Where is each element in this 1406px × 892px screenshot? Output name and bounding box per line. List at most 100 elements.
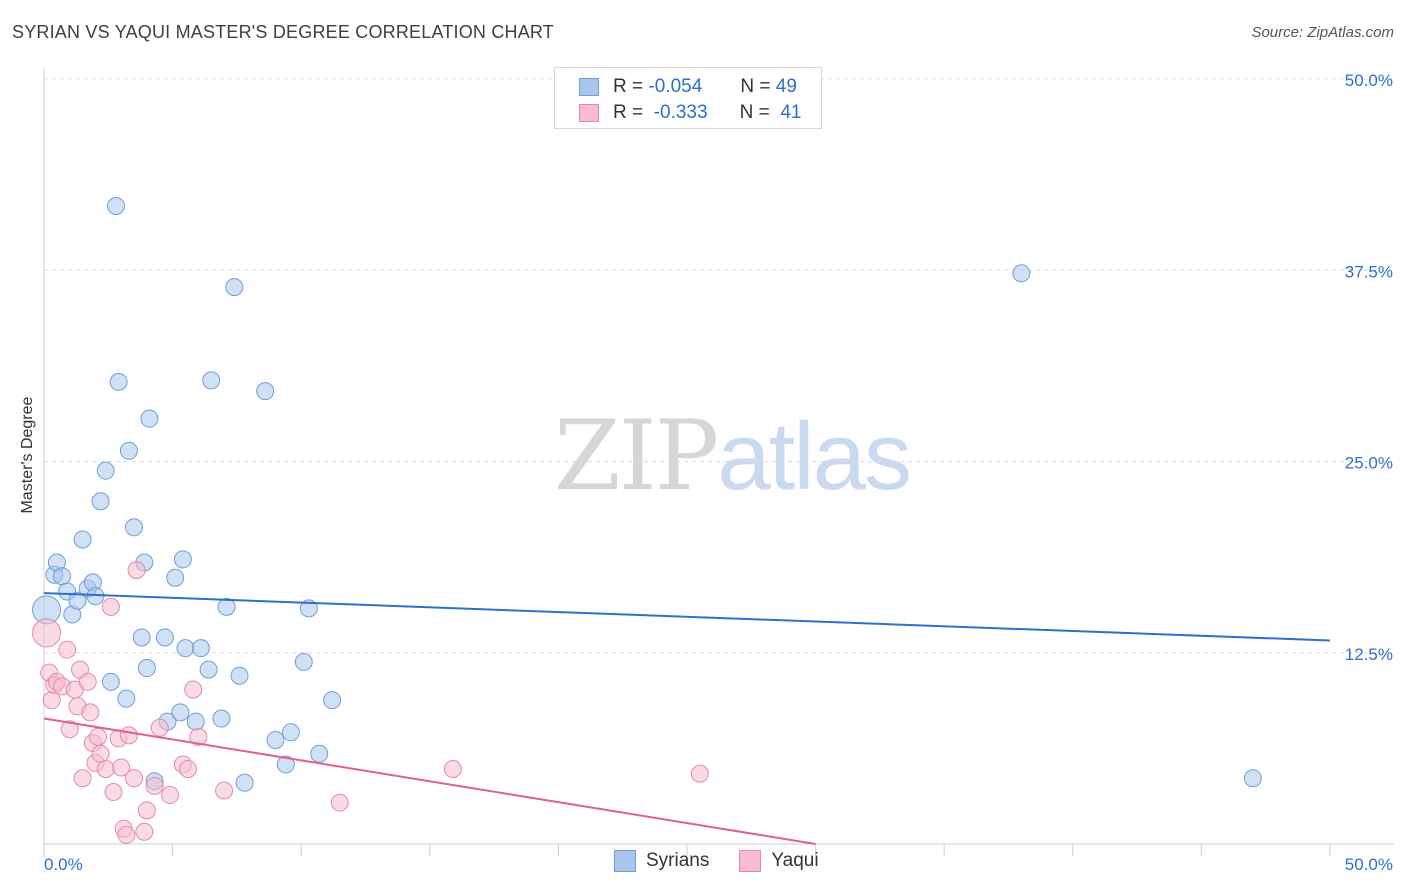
point-syrians [96,461,115,480]
series-legend: Syrians Yaqui [614,850,849,872]
y-tick-label: 37.5% [1345,262,1393,281]
y-axis-label: Master's Degree [19,396,36,514]
point-yaqui [150,718,169,737]
legend-label-syrians: Syrians [646,850,710,871]
point-yaqui [135,822,154,841]
point-syrians [155,628,174,647]
legend-row-yaqui: R = -0.333 N = 41 [579,100,801,126]
legend-label-yaqui: Yaqui [771,850,819,871]
point-syrians [137,659,156,678]
point-yaqui [32,618,62,648]
legend-r-value-syrians: -0.054 [648,76,703,97]
chart-title: SYRIAN VS YAQUI MASTER'S DEGREE CORRELAT… [12,22,555,42]
trend-line-syrians [43,592,1331,642]
point-syrians [225,278,244,297]
watermark-zip: ZIP [554,400,719,512]
point-syrians [107,196,126,215]
watermark: ZIPatlas [554,400,912,512]
legend-r-label: R = [613,102,644,123]
point-syrians [109,372,128,391]
point-syrians [235,773,254,792]
point-syrians [119,441,138,460]
point-yaqui [443,760,462,779]
point-yaqui [184,680,203,699]
trend-lines [43,592,1331,845]
point-syrians [276,755,295,774]
point-syrians [125,518,144,537]
y-tick-label: 12.5% [1345,645,1393,664]
data-points [32,196,1262,844]
grid-lines [44,78,1394,654]
point-yaqui [73,769,92,788]
point-syrians [299,599,318,618]
legend-n-label: N = [739,102,770,123]
axes [43,68,1394,856]
legend-item-syrians[interactable]: Syrians [614,850,709,872]
watermark-atlas: atlas [717,403,912,510]
point-yaqui [112,758,131,777]
point-syrians [310,744,329,763]
point-yaqui [117,825,136,844]
point-syrians [68,591,87,610]
point-yaqui [60,720,79,739]
legend-swatch-yaqui [739,850,762,872]
point-syrians [53,567,72,586]
y-tick-label: 25.0% [1345,454,1393,473]
legend-swatch-syrians [614,850,636,872]
point-syrians [140,409,159,428]
legend-item-yaqui[interactable]: Yaqui [739,850,819,872]
point-yaqui [96,760,115,779]
legend-row-syrians: R = -0.054 N = 49 [579,74,797,100]
point-syrians [186,712,205,731]
point-yaqui [78,672,97,691]
legend-swatch-syrians [579,78,599,96]
point-syrians [1243,769,1262,788]
point-syrians [256,382,275,401]
point-yaqui [101,597,120,616]
point-syrians [173,550,192,569]
point-yaqui [145,776,164,795]
point-yaqui [81,703,100,722]
point-syrians [73,530,92,549]
tick-labels: 12.5% 25.0% 37.5% 50.0% 0.0% 50.0% [44,71,1393,874]
legend-n-label: N = [740,76,771,97]
point-yaqui [330,793,349,812]
point-yaqui [215,781,234,800]
point-yaqui [690,764,709,783]
point-yaqui [119,726,138,745]
point-syrians [212,709,231,728]
x-tick-label: 50.0% [1345,855,1393,874]
point-syrians [176,639,195,658]
correlation-legend: R = -0.054 N = 49 R = -0.333 N = 41 [554,67,822,129]
point-syrians [191,639,210,658]
point-yaqui [127,561,146,580]
point-yaqui [58,640,77,659]
point-syrians [199,660,218,679]
point-syrians [132,628,151,647]
legend-swatch-yaqui [579,104,599,122]
point-syrians [217,597,236,616]
point-syrians [281,723,300,742]
point-yaqui [91,744,110,763]
point-syrians [91,492,110,511]
legend-r-value-yaqui: -0.333 [653,102,708,123]
point-yaqui [179,760,198,779]
point-syrians [101,672,120,691]
source-label: Source: ZipAtlas.com [1251,24,1394,41]
point-yaqui [161,786,180,805]
legend-n-value-syrians: 49 [775,76,797,97]
point-syrians [323,691,342,710]
point-yaqui [104,782,123,801]
point-yaqui [89,727,108,746]
trend-line-yaqui [43,717,816,845]
point-syrians [1012,264,1031,283]
legend-n-value-yaqui: 41 [780,102,802,123]
point-syrians [202,371,221,390]
legend-r-label: R = [613,76,644,97]
y-tick-label: 50.0% [1345,71,1393,90]
point-syrians [230,666,249,685]
point-syrians [294,652,313,671]
point-syrians [171,703,190,722]
x-tick-label: 0.0% [44,855,83,874]
